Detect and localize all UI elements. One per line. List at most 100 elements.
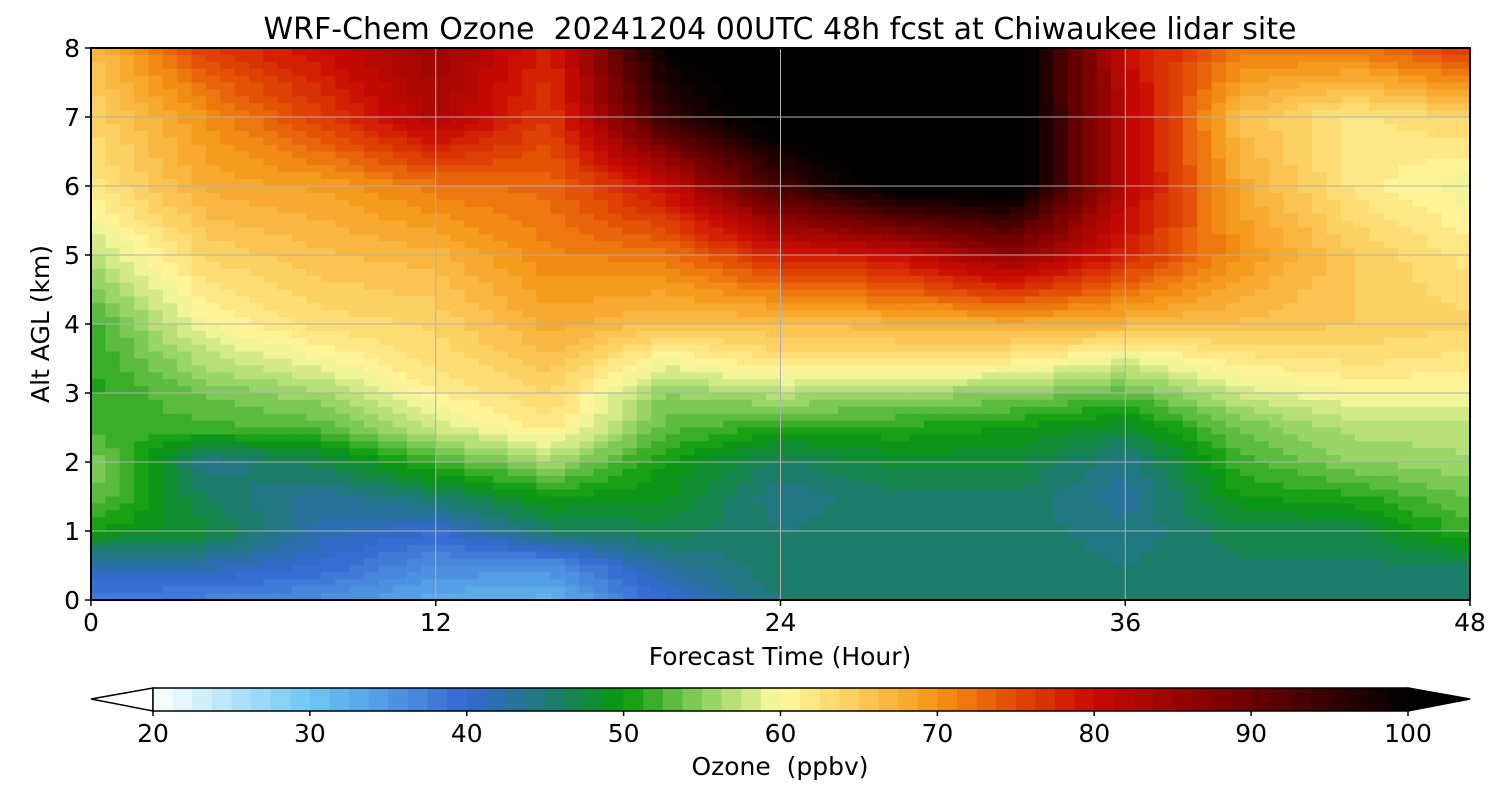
heatmap-cell [622, 117, 638, 125]
heatmap-cell [837, 165, 853, 173]
heatmap-cell [794, 123, 810, 132]
heatmap-cell [1412, 358, 1428, 366]
heatmap-cell [952, 213, 968, 222]
heatmap-cell [909, 296, 925, 304]
heatmap-cell [909, 379, 925, 387]
heatmap-cell [263, 213, 279, 222]
heatmap-cell [1426, 165, 1442, 173]
heatmap-cell [766, 206, 782, 215]
heatmap-cell [1024, 48, 1040, 56]
heatmap-cell [1398, 241, 1414, 249]
heatmap-cell [895, 351, 911, 360]
heatmap-cell [1139, 103, 1155, 111]
heatmap-cell [1355, 213, 1371, 222]
heatmap-cell [220, 372, 236, 380]
heatmap-cell [981, 96, 997, 104]
heatmap-cell [1096, 61, 1112, 70]
heatmap-cell [694, 317, 710, 325]
heatmap-cell [1412, 379, 1428, 387]
heatmap-cell [220, 255, 236, 263]
heatmap-cell [205, 103, 221, 111]
heatmap-cell [823, 165, 839, 173]
heatmap-cell [809, 82, 825, 90]
heatmap-cell [651, 192, 667, 201]
heatmap-cell [981, 213, 997, 222]
heatmap-cell [220, 151, 236, 159]
heatmap-cell [679, 137, 695, 146]
heatmap-cell [852, 372, 868, 380]
heatmap-cell [694, 151, 710, 159]
heatmap-cell [464, 123, 480, 132]
heatmap-cell [1398, 282, 1414, 291]
heatmap-cell [191, 48, 207, 56]
heatmap-cell [651, 296, 667, 304]
heatmap-cell [249, 117, 264, 125]
heatmap-cell [234, 179, 250, 187]
heatmap-cell [1455, 268, 1470, 277]
heatmap-cell [450, 110, 466, 118]
heatmap-cell [881, 337, 897, 346]
heatmap-cell [119, 220, 135, 228]
heatmap-cell [608, 103, 624, 111]
heatmap-cell [349, 255, 365, 263]
heatmap-cell [263, 227, 279, 235]
heatmap-cell [478, 48, 494, 56]
heatmap-cell [1326, 165, 1342, 173]
heatmap-cell [1182, 282, 1198, 291]
heatmap-cell [1039, 130, 1055, 139]
heatmap-cell [1254, 165, 1270, 173]
heatmap-cell [464, 310, 480, 318]
heatmap-cell [119, 358, 135, 366]
heatmap-cell [809, 261, 825, 270]
heatmap-cell [1039, 199, 1055, 208]
heatmap-cell [1197, 351, 1213, 360]
heatmap-cell [134, 268, 150, 277]
heatmap-cell [507, 137, 523, 146]
heatmap-cell [579, 130, 595, 139]
heatmap-cell [1240, 330, 1256, 339]
heatmap-cell [1067, 172, 1083, 180]
heatmap-cell [1240, 310, 1256, 318]
heatmap-cell [1024, 186, 1040, 194]
heatmap-cell [1139, 275, 1155, 284]
heatmap-cell [407, 379, 422, 387]
heatmap-cell [249, 358, 264, 366]
heatmap-cell [837, 54, 853, 63]
heatmap-cell [1010, 289, 1026, 297]
heatmap-cell [794, 137, 810, 146]
heatmap-cell [866, 365, 882, 373]
heatmap-cell [162, 89, 178, 97]
heatmap-cell [220, 172, 236, 180]
heatmap-cell [1010, 68, 1026, 77]
heatmap-cell [723, 186, 738, 194]
heatmap-cell [263, 399, 279, 408]
heatmap-cell [335, 386, 351, 394]
heatmap-cell [249, 158, 264, 166]
heatmap-cell [1369, 303, 1385, 311]
heatmap-cell [565, 68, 580, 77]
heatmap-cell [895, 358, 911, 366]
heatmap-cell [1311, 248, 1327, 256]
heatmap-cell [636, 220, 652, 228]
heatmap-cell [1211, 399, 1227, 408]
heatmap-cell [837, 117, 853, 125]
heatmap-cell [909, 75, 925, 84]
heatmap-cell [421, 137, 437, 146]
heatmap-cell [435, 261, 451, 270]
heatmap-cell [723, 275, 738, 284]
heatmap-cell [608, 275, 624, 284]
heatmap-cell [1039, 61, 1055, 70]
heatmap-cell [895, 317, 911, 325]
heatmap-cell [694, 241, 710, 249]
heatmap-cell [1311, 303, 1327, 311]
heatmap-cell [1283, 192, 1299, 201]
heatmap-cell [708, 241, 724, 249]
heatmap-cell [1139, 330, 1155, 339]
heatmap-cell [407, 268, 422, 277]
heatmap-cell [1211, 130, 1227, 139]
heatmap-cell [105, 255, 121, 263]
heatmap-cell [694, 303, 710, 311]
heatmap-cell [837, 303, 853, 311]
heatmap-cell [392, 261, 408, 270]
heatmap-cell [320, 206, 336, 215]
